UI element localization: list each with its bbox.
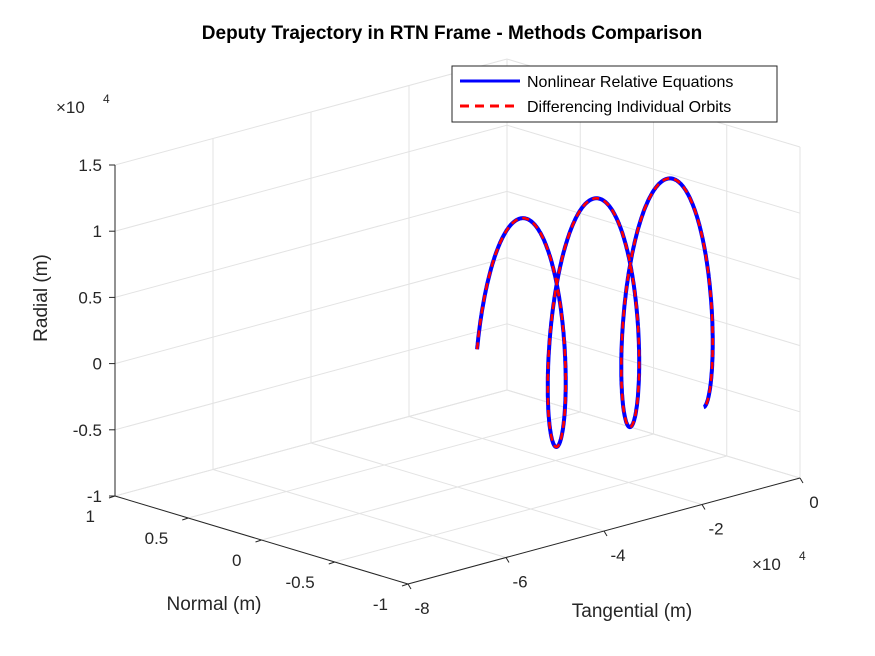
tick-labels: -8-6-4-20-1-0.500.51-1-0.500.511.5 (73, 156, 819, 618)
tick-mark (255, 539, 262, 543)
tick-mark (799, 477, 804, 484)
grid-line-side-z (506, 124, 801, 214)
tick-mark (401, 583, 409, 587)
grid-lines (114, 58, 801, 585)
x-exponent: 4 (799, 549, 806, 563)
x-multiplier: ×10 (752, 555, 781, 574)
grid-line-back-z (114, 389, 508, 497)
legend-label-series-2: Differencing Individual Orbits (527, 99, 731, 116)
z-exponent: 4 (103, 92, 110, 106)
axes-box (108, 164, 804, 590)
y-tick-label: 0 (232, 551, 241, 570)
plot-lines (475, 176, 715, 449)
y-tick-label: 0.5 (145, 529, 169, 548)
legend-label-series-1: Nonlinear Relative Equations (527, 74, 733, 91)
series-line-1 (475, 176, 715, 449)
tick-mark (505, 557, 510, 563)
series-line-2 (475, 177, 715, 449)
tick-mark (701, 504, 706, 510)
grid-line-floor-y (188, 411, 581, 519)
x-tick-label: -6 (512, 573, 527, 592)
tick-mark (603, 530, 608, 537)
y-axis-label: Normal (m) (167, 594, 262, 615)
x-axis-label: Tangential (m) (572, 601, 692, 622)
z-tick-label: 1 (93, 222, 102, 241)
grid-line-floor-y (334, 455, 727, 563)
z-multiplier: ×10 (56, 98, 85, 117)
grid-line-floor-y (261, 433, 654, 541)
legend-box (451, 65, 778, 123)
grid-line-back-z (114, 257, 508, 365)
z-tick-label: 0 (93, 355, 102, 374)
y-tick-label: 1 (86, 507, 95, 526)
y-tick-label: -0.5 (285, 573, 314, 592)
z-tick-label: -1 (87, 487, 102, 506)
z-axis-label: Radial (m) (31, 254, 52, 342)
x-tick-label: 0 (809, 493, 818, 512)
grid-line-side-z (506, 389, 801, 479)
grid-line-side-z (506, 323, 801, 413)
chart-title: Deputy Trajectory in RTN Frame - Methods… (202, 23, 702, 44)
z-tick-label: 0.5 (78, 288, 102, 307)
tick-mark (407, 583, 412, 590)
tick-mark (328, 561, 335, 565)
x-exponent-label: ×10 4 (752, 549, 806, 574)
z-exponent-label: ×10 4 (56, 92, 110, 117)
grid-line-back-z (114, 323, 508, 431)
x-tick-label: -8 (414, 599, 429, 618)
grid-line-back-z (114, 190, 508, 298)
y-tick-label: -1 (373, 595, 388, 614)
grid-line-back-z (114, 58, 508, 166)
legend: Nonlinear Relative Equations Differencin… (451, 65, 778, 123)
x-tick-label: -2 (708, 520, 723, 539)
x-tick-label: -4 (610, 546, 625, 565)
tick-mark (182, 517, 189, 521)
grid-line-back-z (114, 124, 508, 232)
z-tick-label: 1.5 (78, 156, 102, 175)
grid-line-side-z (506, 190, 801, 280)
z-tick-label: -0.5 (73, 421, 102, 440)
